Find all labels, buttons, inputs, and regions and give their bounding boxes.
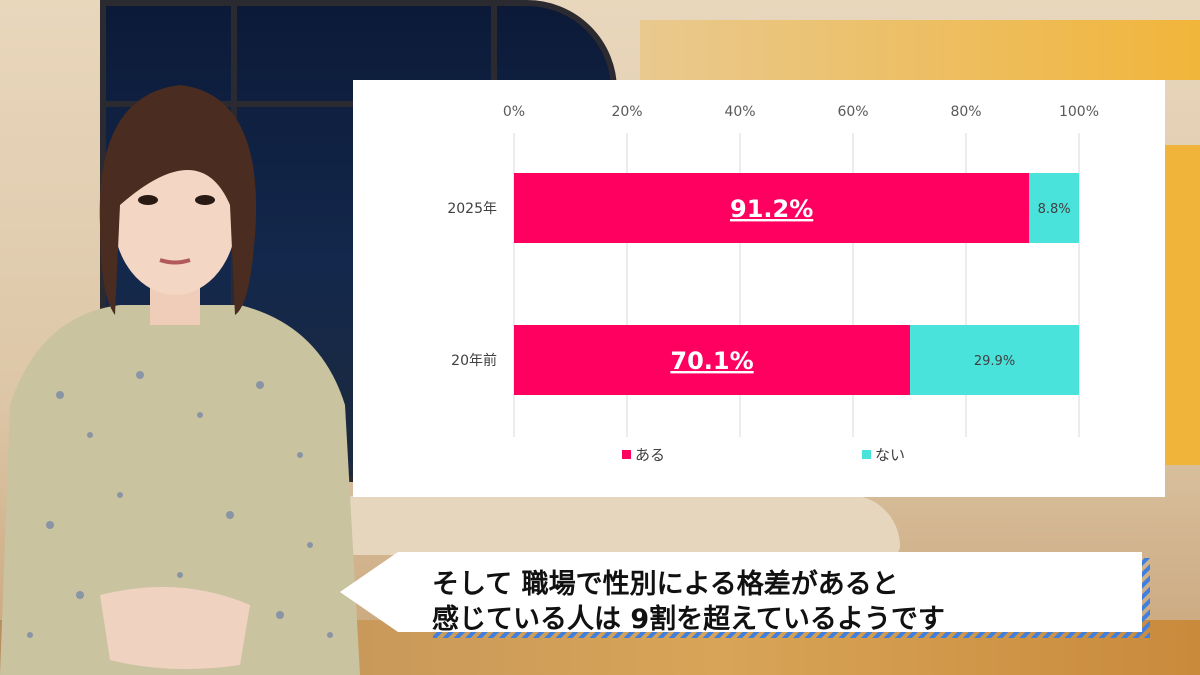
x-tick-label: 40% — [724, 104, 755, 120]
chart-panel: 0% 20% 40% 60% 80% 100% 2025年 91.2% 8.8% 20年前 70.1… — [353, 80, 1165, 497]
data-label: 70.1% — [670, 347, 753, 375]
legend-label: ある — [635, 446, 665, 464]
studio-light-panel — [1165, 145, 1200, 465]
caption-line-1: そして 職場で性別による格差があると — [432, 569, 899, 600]
bar-segment-yes — [514, 325, 911, 395]
bar-segment-no — [1029, 173, 1079, 243]
caption-line-2: 感じている人は 9割を超えているようです — [432, 604, 945, 635]
caption-box — [340, 552, 1150, 638]
data-label: 29.9% — [974, 354, 1015, 369]
y-category-label: 20年前 — [451, 352, 497, 369]
x-tick-label: 80% — [950, 104, 981, 120]
bar-segment-no — [910, 325, 1079, 395]
x-tick-label: 0% — [503, 104, 525, 120]
x-tick-label: 60% — [837, 104, 868, 120]
legend-swatch — [862, 450, 871, 459]
data-label: 8.8% — [1038, 202, 1071, 217]
x-tick-label: 20% — [611, 104, 642, 120]
x-tick-label: 100% — [1059, 104, 1099, 120]
legend-label: ない — [875, 446, 905, 464]
studio-light-panel — [640, 20, 1200, 80]
news-presenter — [0, 85, 360, 675]
y-category-label: 2025年 — [447, 201, 497, 217]
bar-segment-yes — [514, 173, 1030, 243]
studio-desk — [340, 495, 900, 555]
stacked-bar-chart: 0% 20% 40% 60% 80% 100% 2025年 91.2% 8.8% 20年前 70.1… — [447, 104, 1099, 464]
data-label: 91.2% — [730, 195, 813, 223]
legend-swatch — [622, 450, 631, 459]
